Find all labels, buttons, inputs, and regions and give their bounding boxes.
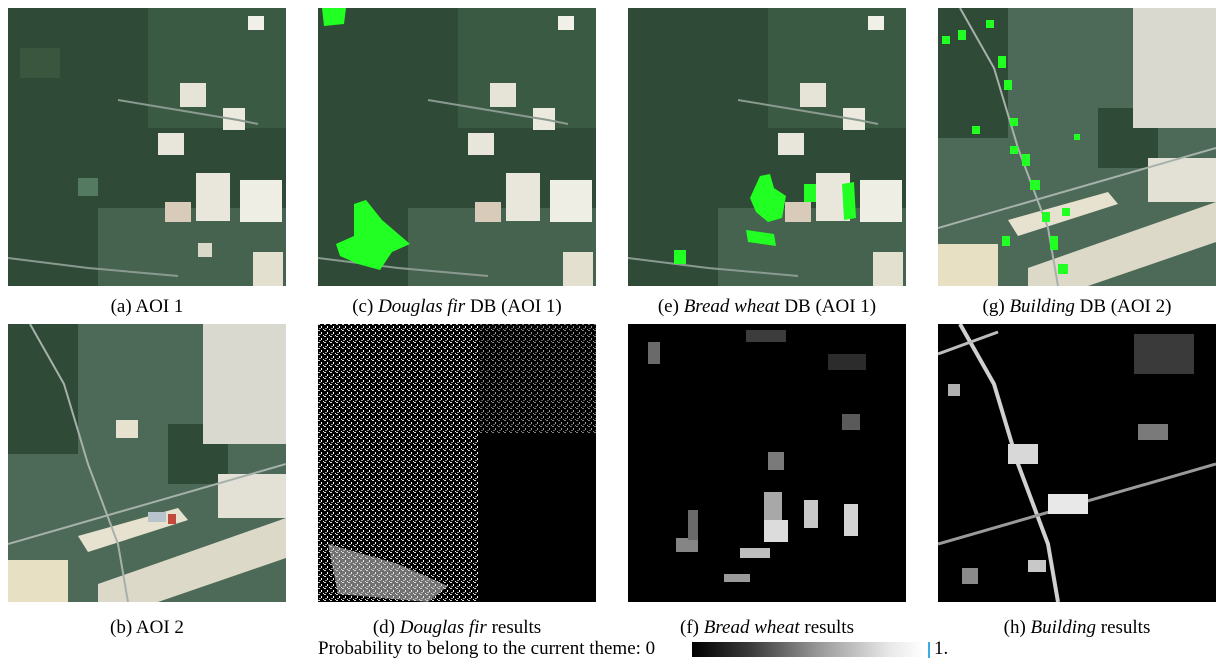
caption-f-theme: Bread wheat xyxy=(703,617,800,638)
caption-c-prefix: (c) xyxy=(352,296,379,317)
caption-f: (f) Bread wheat results xyxy=(617,617,917,639)
douglas-fir-probability-map xyxy=(318,324,596,602)
caption-a-prefix: (a) xyxy=(110,296,136,317)
caption-e-prefix: (e) xyxy=(657,296,684,317)
douglas-fir-db-image xyxy=(318,8,596,286)
caption-h: (h) Building results xyxy=(927,617,1216,639)
probability-colorbar xyxy=(692,642,924,657)
caption-e: (e) Bread wheat DB (AOI 1) xyxy=(617,296,917,318)
panel-e-wheat-db-image xyxy=(628,8,906,286)
caption-b-suffix: AOI 2 xyxy=(135,617,184,638)
caption-b: (b) AOI 2 xyxy=(0,617,297,639)
caption-d: (d) Douglas fir results xyxy=(307,617,607,639)
caption-d-suffix: results xyxy=(486,617,542,638)
caption-c: (c) Douglas fir DB (AOI 1) xyxy=(307,296,607,318)
caption-c-suffix: DB (AOI 1) xyxy=(465,296,562,317)
caption-f-suffix: results xyxy=(799,617,854,638)
caption-e-theme: Bread wheat xyxy=(683,296,780,317)
caption-a: (a) AOI 1 xyxy=(0,296,297,318)
caption-b-prefix: (b) xyxy=(110,617,136,638)
caption-h-theme: Building xyxy=(1030,617,1096,638)
bread-wheat-db-image xyxy=(628,8,906,286)
caption-d-prefix: (d) xyxy=(372,617,400,638)
aoi2-satellite-image xyxy=(8,324,286,602)
caption-h-suffix: results xyxy=(1096,617,1151,638)
caption-g-theme: Building xyxy=(1009,296,1075,317)
caption-a-suffix: AOI 1 xyxy=(135,296,184,317)
caption-g: (g) Building DB (AOI 2) xyxy=(927,296,1216,318)
panel-b-aoi2-image xyxy=(8,324,286,602)
caption-g-suffix: DB (AOI 2) xyxy=(1074,296,1172,317)
caption-g-prefix: (g) xyxy=(982,296,1010,317)
aoi1-satellite-image xyxy=(8,8,286,286)
caption-e-suffix: DB (AOI 1) xyxy=(779,296,877,317)
panel-h-building-results-image xyxy=(938,324,1216,602)
bread-wheat-probability-map xyxy=(628,324,906,602)
caption-d-theme: Douglas fir xyxy=(399,617,487,638)
colorbar-max-tick xyxy=(928,642,930,658)
panel-c-douglas-db-image xyxy=(318,8,596,286)
panel-g-building-db-image xyxy=(938,8,1216,286)
probability-legend: Probability to belong to the current the… xyxy=(0,638,1216,664)
caption-c-theme: Douglas fir xyxy=(378,296,466,317)
building-probability-map xyxy=(938,324,1216,602)
legend-max-label: 1. xyxy=(934,638,949,659)
panel-a-aoi1-image xyxy=(8,8,286,286)
legend-label: Probability to belong to the current the… xyxy=(318,638,656,659)
caption-h-prefix: (h) xyxy=(1003,617,1031,638)
panel-f-wheat-results-image xyxy=(628,324,906,602)
caption-f-prefix: (f) xyxy=(680,617,704,638)
panel-d-douglas-results-image xyxy=(318,324,596,602)
building-db-image xyxy=(938,8,1216,286)
